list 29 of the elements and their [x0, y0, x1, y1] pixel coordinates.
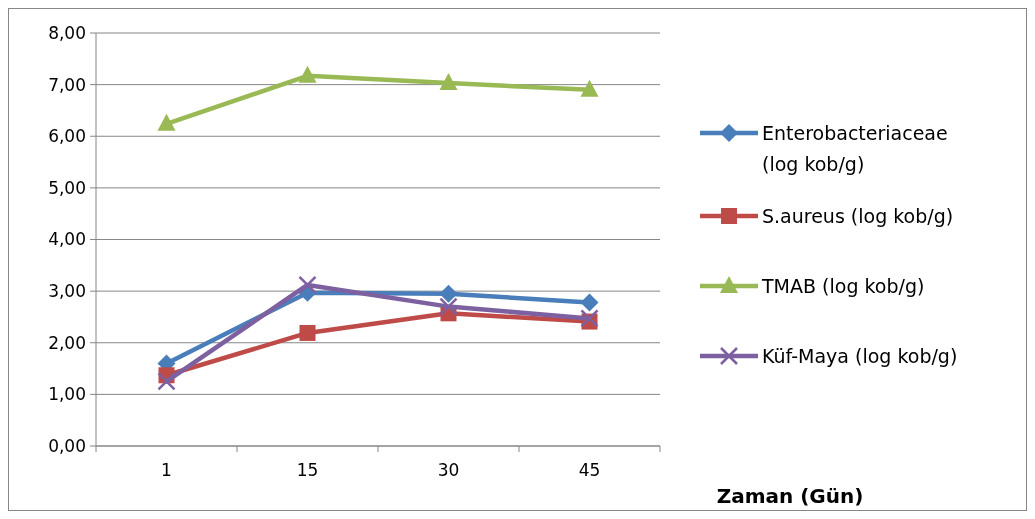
y-tick-label: 3,00 [48, 281, 86, 302]
y-tick-label: 6,00 [48, 126, 86, 147]
x-axis-title: Zaman (Gün) [716, 484, 864, 508]
x-tick-label: 15 [296, 460, 319, 480]
y-tick-label: 7,00 [48, 74, 86, 95]
point [298, 65, 317, 83]
y-tick-label: 1,00 [48, 384, 86, 405]
point [439, 73, 458, 91]
point [439, 297, 458, 316]
point [157, 113, 176, 131]
x-tick-label: 1 [161, 460, 172, 480]
point [580, 309, 599, 328]
y-tick-label: 0,00 [48, 435, 86, 456]
point [299, 324, 316, 341]
legend-label: Enterobacteriaceae (log kob/g) [762, 121, 948, 175]
y-tick-label: 4,00 [48, 229, 86, 250]
legend-label: TMAB (log kob/g) [761, 274, 925, 297]
point [580, 293, 599, 312]
point [157, 372, 176, 391]
legend-label: S.aureus (log kob/g) [762, 204, 954, 227]
y-tick-label: 2,00 [48, 332, 86, 353]
x-tick-label: 30 [437, 460, 460, 480]
point [439, 284, 458, 303]
point [580, 79, 599, 97]
y-tick-label: 5,00 [48, 177, 86, 198]
x-tick-label: 45 [578, 460, 601, 480]
y-tick-label: 8,00 [48, 22, 86, 43]
point [298, 275, 317, 295]
legend-label: Küf-Maya (log kob/g) [762, 344, 958, 367]
